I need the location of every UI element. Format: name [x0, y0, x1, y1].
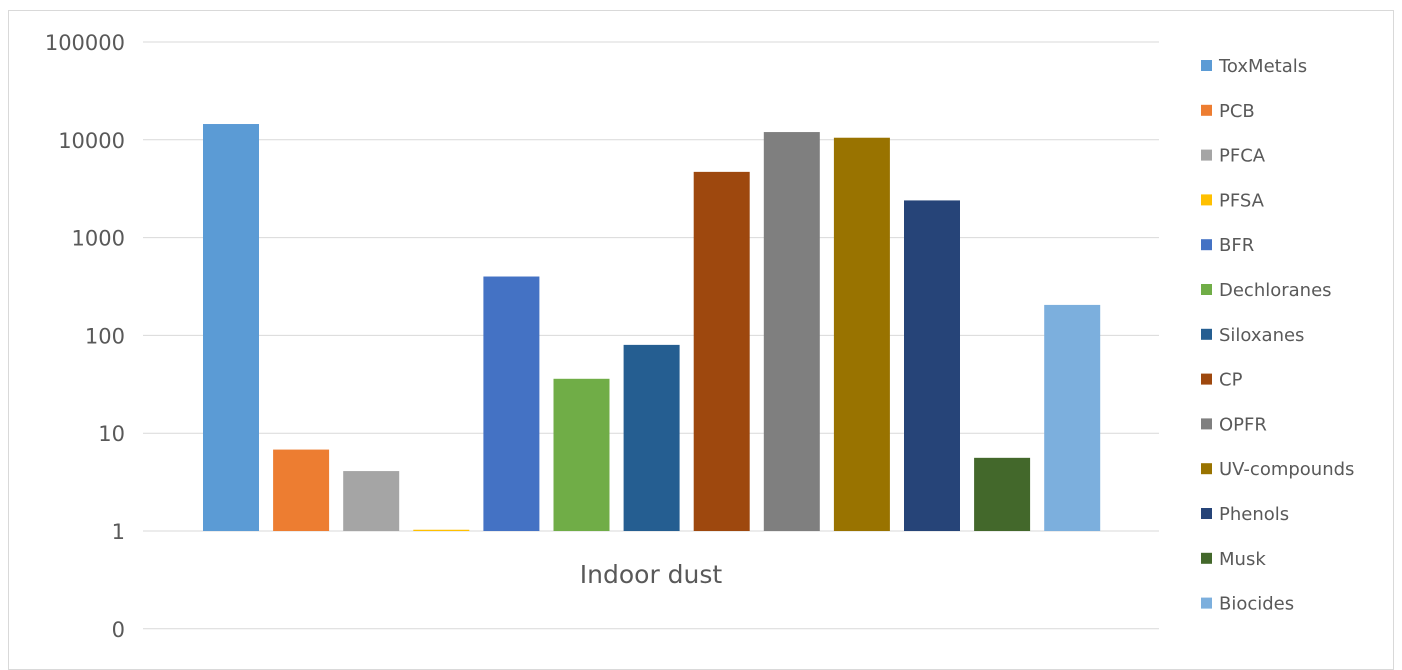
bar-siloxanes: [623, 344, 680, 531]
legend-label: ToxMetals: [1218, 56, 1307, 77]
bar-chart: 0 1 10 100 1000 10000 100000 Indoor dust ToxMe…: [45, 31, 1355, 642]
legend-swatch: [1201, 508, 1212, 519]
bar-cp: [693, 171, 750, 531]
legend-label: PFCA: [1219, 146, 1266, 167]
bar-bfr: [483, 276, 540, 531]
legend-swatch: [1201, 373, 1212, 385]
legend-label: UV-compounds: [1219, 459, 1354, 480]
legend-label: Siloxanes: [1219, 325, 1304, 346]
legend: ToxMetals PCB PFCA PFSA BFR Dechloranes Siloxa…: [1201, 56, 1354, 615]
y-tick-label: 100: [85, 324, 125, 348]
gridlines: [143, 41, 1159, 630]
bar-pfca: [343, 471, 400, 531]
legend-label: BFR: [1219, 235, 1254, 256]
y-tick-label: 10000: [58, 129, 125, 153]
legend-swatch: [1201, 597, 1212, 609]
legend-label: Biocides: [1219, 594, 1294, 615]
legend-label: CP: [1219, 370, 1243, 391]
bar-toxmetals: [203, 124, 259, 531]
legend-label: Dechloranes: [1219, 280, 1332, 301]
bar-phenols: [904, 200, 960, 531]
bar-musk: [974, 457, 1031, 531]
legend-swatch: [1201, 239, 1212, 251]
legend-swatch: [1201, 104, 1212, 116]
bar-opfr: [763, 132, 820, 531]
legend-swatch: [1201, 328, 1212, 340]
legend-swatch: [1201, 194, 1212, 206]
legend-swatch: [1201, 552, 1212, 564]
y-tick-label: 100000: [45, 31, 125, 55]
legend-swatch: [1201, 149, 1212, 161]
legend-label: Phenols: [1219, 504, 1289, 525]
bar-uv-compounds: [833, 137, 890, 531]
legend-label: PFSA: [1219, 190, 1265, 211]
legend-label: PCB: [1219, 101, 1255, 122]
bar-pfsa: [413, 529, 470, 531]
bar-biocides: [1044, 304, 1101, 531]
y-axis-ticks: 0 1 10 100 1000 10000 100000: [45, 31, 125, 642]
y-tick-label: 0: [112, 618, 125, 642]
legend-swatch: [1201, 284, 1212, 295]
y-tick-label: 1: [112, 520, 125, 544]
bar-pcb: [273, 449, 330, 531]
legend-label: Musk: [1219, 549, 1266, 570]
bars: [203, 124, 1101, 531]
bar-dechloranes: [553, 378, 610, 531]
legend-swatch: [1201, 418, 1212, 430]
chart-frame: 0 1 10 100 1000 10000 100000 Indoor dust ToxMe…: [8, 10, 1394, 670]
legend-swatch: [1201, 463, 1212, 475]
category-label: Indoor dust: [580, 560, 723, 589]
legend-swatch: [1201, 60, 1212, 71]
y-tick-label: 1000: [72, 227, 125, 251]
legend-label: OPFR: [1219, 414, 1267, 435]
y-tick-label: 10: [98, 422, 125, 446]
